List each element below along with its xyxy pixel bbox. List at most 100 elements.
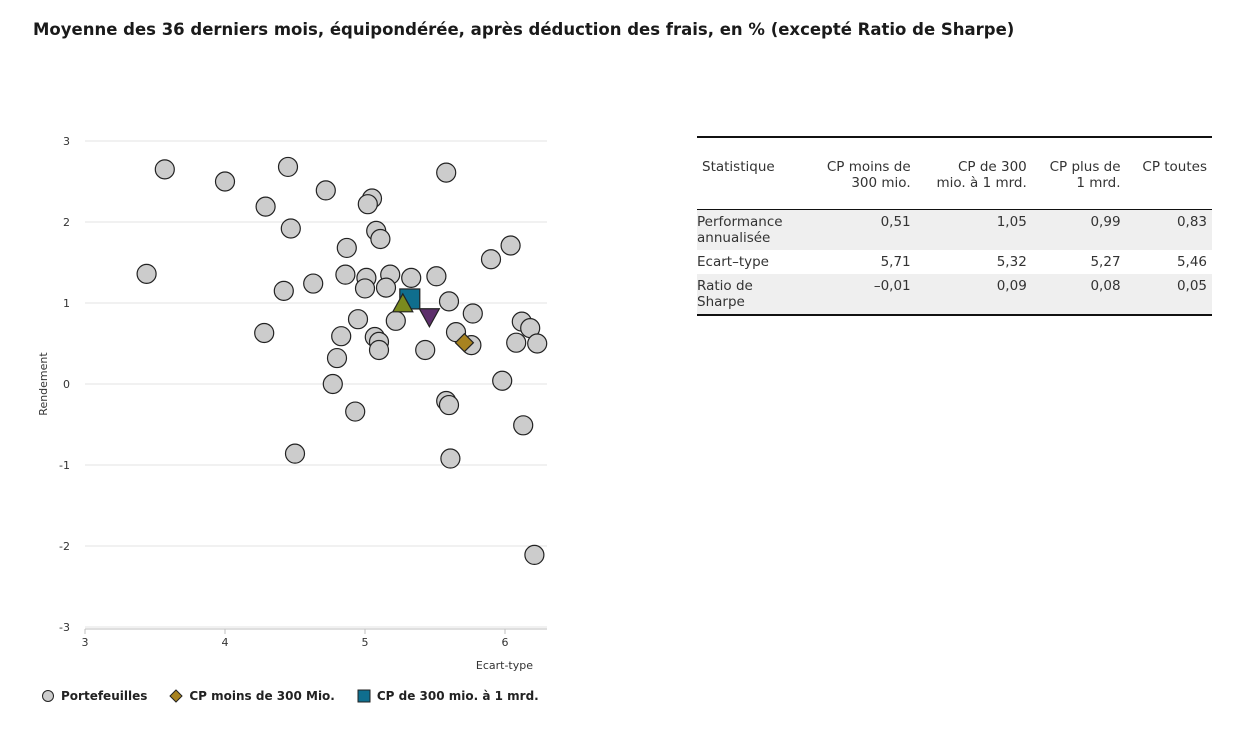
y-tick-label: -3 [59,621,70,634]
portfolio-point [375,277,397,298]
table-header-row: Statistique CP moins de 300 mio. CP de 300 m… [697,137,1212,210]
scatter-chart: 3 2 1 0 -1 -2 -3 3 4 5 6 Ecart-type Rendement [37,135,548,672]
column-header-text: CP moins de [826,159,911,175]
statistics-table: Statistique CP moins de 300 mio. CP de 300 m… [697,136,1212,316]
table-cell: 5,27 [1090,254,1121,270]
column-header-text: mio. à 1 mrd. [936,175,1027,191]
portfolio-point [462,303,483,324]
portfolio-point [303,273,324,294]
portfolio-point [368,339,390,361]
column-header: CP toutes [1125,137,1212,210]
y-tick-label: 3 [63,135,70,148]
table-cell: 0,05 [1125,274,1212,315]
row-label: Ratio de Sharpe [697,274,807,315]
table-row: Performance annualisée 0,51 1,05 0,99 0,83 [697,209,1212,250]
column-header-text: 300 mio. [851,175,911,191]
chart-legend: Portefeuilles CP moins de 300 Mio. CP de 3… [41,688,548,708]
x-tick-label: 5 [362,636,369,649]
column-header: CP moins de 300 mio. [807,137,916,210]
table-cell: 5,46 [1176,254,1207,270]
y-tick-label: -2 [59,540,70,553]
row-label-text: Ecart–type [697,254,769,270]
legend-item[interactable]: Portefeuilles [41,689,147,703]
portfolio-point [214,171,236,192]
column-header-text: 1 mrd. [1076,175,1121,191]
table-cell: 0,51 [807,209,916,250]
row-label-text: Performance [697,214,783,230]
portfolio-point [284,443,306,464]
chart-title: Moyenne des 36 derniers mois, équipondér… [33,20,1015,39]
y-tick-label: 2 [63,216,70,229]
legend-item[interactable]: CP de 300 mio. à 1 mrd. [357,689,539,703]
column-header-text: CP toutes [1142,159,1207,175]
legend-item[interactable]: CP moins de 300 Mio. [169,689,335,703]
portfolio-point [370,228,391,250]
column-header-text: CP plus de [1049,159,1121,175]
column-header: CP plus de 1 mrd. [1031,137,1126,210]
table-cell: 1,05 [915,209,1032,250]
table-cell: 5,71 [880,254,911,270]
row-label: Performance annualisée [697,209,807,250]
column-header-text: Statistique [702,159,775,175]
table-cell: –0,01 [807,274,916,315]
y-tick-label: 1 [63,297,70,310]
diamond-point [454,332,475,353]
portfolio-point [401,267,422,288]
portfolio-point [492,370,513,391]
y-tick-label: -1 [59,459,70,472]
portfolio-point [154,159,175,180]
grid-lines [85,140,547,628]
portfolio-point [345,401,366,422]
portfolio-point [326,347,348,369]
column-header: CP de 300 mio. à 1 mrd. [915,137,1032,210]
portfolio-point [255,196,276,217]
portfolio-point [426,266,447,287]
portfolio-point [315,180,336,201]
portfolio-point [254,322,275,344]
portfolio-point [438,394,460,416]
table-cell: 0,99 [1031,209,1126,250]
portfolio-point [331,326,352,347]
diamond-icon [169,688,184,703]
x-tick-label: 4 [222,636,229,649]
portfolio-point [385,310,406,331]
row-label-text: Sharpe [697,294,745,310]
circle-icon [42,689,54,702]
x-tick-label: 6 [502,636,509,649]
portfolio-point [480,249,502,270]
column-header: Statistique [697,137,807,210]
portfolio-point [440,448,461,469]
portfolio-point [527,333,548,354]
portfolio-point [277,156,299,178]
table-row: Ecart–type 5,71 5,32 5,27 5,46 [697,250,1212,274]
y-axis-label: Rendement [37,352,50,416]
portfolio-point [524,544,545,566]
data-points [136,156,548,566]
portfolio-point [357,194,378,215]
portfolio-point [415,339,436,361]
portfolio-point [280,218,301,239]
table-cell: 0,09 [915,274,1032,315]
column-header-text: CP de 300 [957,159,1027,175]
portfolio-point [336,237,357,259]
row-label-text: Ratio de [697,278,753,294]
table-cell: 0,08 [1031,274,1126,315]
portfolio-point [273,280,294,301]
row-label: Ecart–type [697,250,807,274]
portfolio-point [136,263,157,284]
table-row: Ratio de Sharpe –0,01 0,09 0,08 0,05 [697,274,1212,315]
portfolio-point [500,235,521,256]
square-icon [357,689,371,702]
portfolio-point [506,332,527,353]
table-cell: 0,83 [1125,209,1212,250]
legend-label: Portefeuilles [61,688,148,703]
portfolio-point [347,309,369,330]
x-tick-label: 3 [82,636,89,649]
portfolio-point [335,264,356,285]
portfolio-point [513,415,534,436]
portfolio-point [436,162,457,183]
y-tick-label: 0 [63,378,70,391]
triangle-up-point [391,292,414,313]
portfolio-point [438,291,460,312]
legend-label: CP moins de 300 Mio. [189,688,335,703]
